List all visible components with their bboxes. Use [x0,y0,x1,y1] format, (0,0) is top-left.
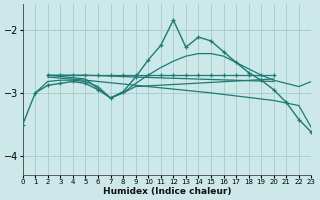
X-axis label: Humidex (Indice chaleur): Humidex (Indice chaleur) [103,187,231,196]
